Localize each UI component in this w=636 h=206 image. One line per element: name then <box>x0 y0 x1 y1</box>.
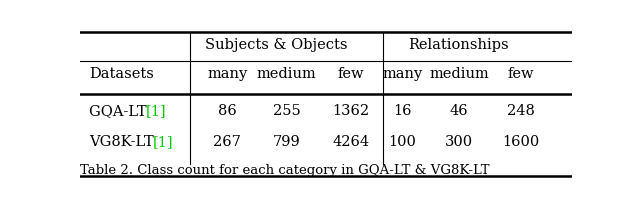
Text: 1362: 1362 <box>332 104 369 118</box>
Text: few: few <box>337 67 364 81</box>
Text: medium: medium <box>429 67 489 81</box>
Text: 267: 267 <box>214 135 241 149</box>
Text: [1]: [1] <box>146 104 167 118</box>
Text: GQA-LT: GQA-LT <box>89 104 151 118</box>
Text: Datasets: Datasets <box>89 67 155 81</box>
Text: Table 2. Class count for each category in GQA-LT & VG8K-LT: Table 2. Class count for each category i… <box>80 164 489 177</box>
Text: VG8K-LT: VG8K-LT <box>89 135 159 149</box>
Text: 248: 248 <box>507 104 535 118</box>
Text: medium: medium <box>257 67 316 81</box>
Text: 255: 255 <box>273 104 300 118</box>
Text: 1600: 1600 <box>502 135 539 149</box>
Text: 799: 799 <box>273 135 300 149</box>
Text: [1]: [1] <box>153 135 173 149</box>
Text: many: many <box>382 67 422 81</box>
Text: 86: 86 <box>218 104 237 118</box>
Text: few: few <box>508 67 534 81</box>
Text: Subjects & Objects: Subjects & Objects <box>205 37 348 52</box>
Text: many: many <box>207 67 247 81</box>
Text: 100: 100 <box>389 135 417 149</box>
Text: 4264: 4264 <box>332 135 369 149</box>
Text: 16: 16 <box>393 104 411 118</box>
Text: 300: 300 <box>445 135 473 149</box>
Text: Relationships: Relationships <box>409 37 509 52</box>
Text: 46: 46 <box>450 104 468 118</box>
